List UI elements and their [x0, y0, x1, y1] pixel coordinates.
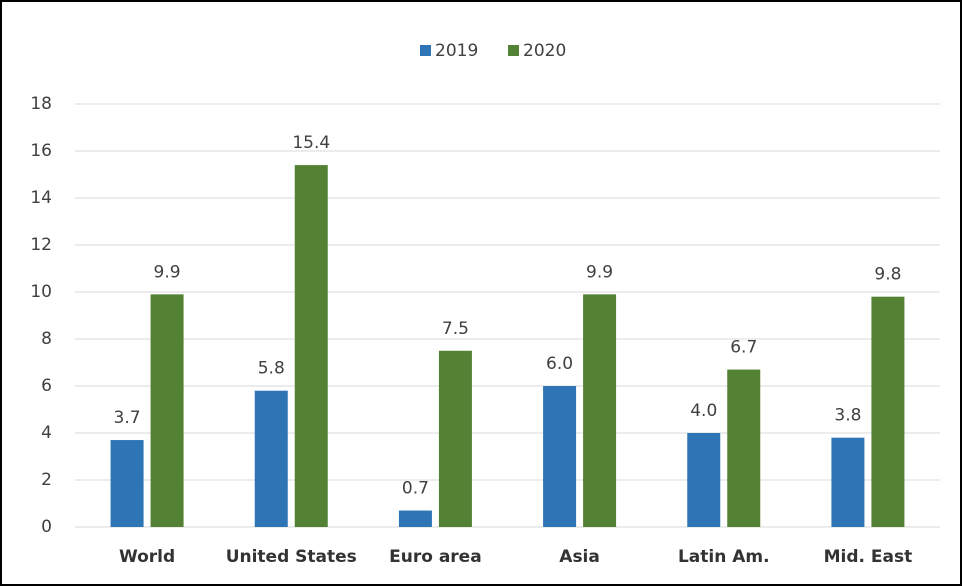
bar	[727, 369, 761, 527]
bar	[110, 440, 144, 527]
x-tick-label: United States	[226, 547, 357, 567]
y-tick-label: 12	[30, 235, 52, 255]
value-label: 0.7	[402, 479, 429, 499]
y-tick-label: 18	[30, 94, 52, 114]
value-label: 7.5	[442, 319, 469, 339]
y-tick-label: 14	[30, 188, 52, 208]
legend-swatch	[508, 45, 519, 56]
value-label: 9.9	[154, 262, 181, 282]
x-tick-label: Euro area	[389, 547, 482, 567]
legend-label: 2019	[435, 41, 478, 61]
legend-swatch	[420, 45, 431, 56]
y-tick-label: 16	[30, 141, 52, 161]
x-tick-label: Latin Am.	[678, 547, 770, 567]
bar	[398, 510, 432, 527]
value-label: 6.0	[546, 354, 573, 374]
y-tick-label: 6	[41, 376, 52, 396]
bar	[438, 350, 472, 527]
value-label: 6.7	[730, 338, 757, 358]
bar	[543, 386, 577, 527]
value-label: 3.8	[834, 406, 861, 426]
value-label: 5.8	[258, 359, 285, 379]
y-tick-label: 10	[30, 282, 52, 302]
value-label: 9.8	[874, 265, 901, 285]
y-tick-label: 2	[41, 470, 52, 490]
x-tick-label: World	[119, 547, 175, 567]
bar	[150, 294, 184, 527]
value-label: 15.4	[292, 133, 330, 153]
bar	[687, 433, 721, 527]
bar	[831, 437, 865, 527]
y-tick-label: 0	[41, 517, 52, 537]
value-label: 9.9	[586, 262, 613, 282]
value-label: 3.7	[114, 408, 141, 428]
value-label: 4.0	[690, 401, 717, 421]
bar	[294, 165, 328, 527]
bar	[871, 296, 905, 527]
x-tick-label: Asia	[559, 547, 600, 567]
x-tick-label: Mid. East	[824, 547, 913, 567]
legend-label: 2020	[523, 41, 566, 61]
bar	[254, 390, 288, 527]
y-tick-label: 4	[41, 423, 52, 443]
y-tick-label: 8	[41, 329, 52, 349]
bar	[583, 294, 617, 527]
